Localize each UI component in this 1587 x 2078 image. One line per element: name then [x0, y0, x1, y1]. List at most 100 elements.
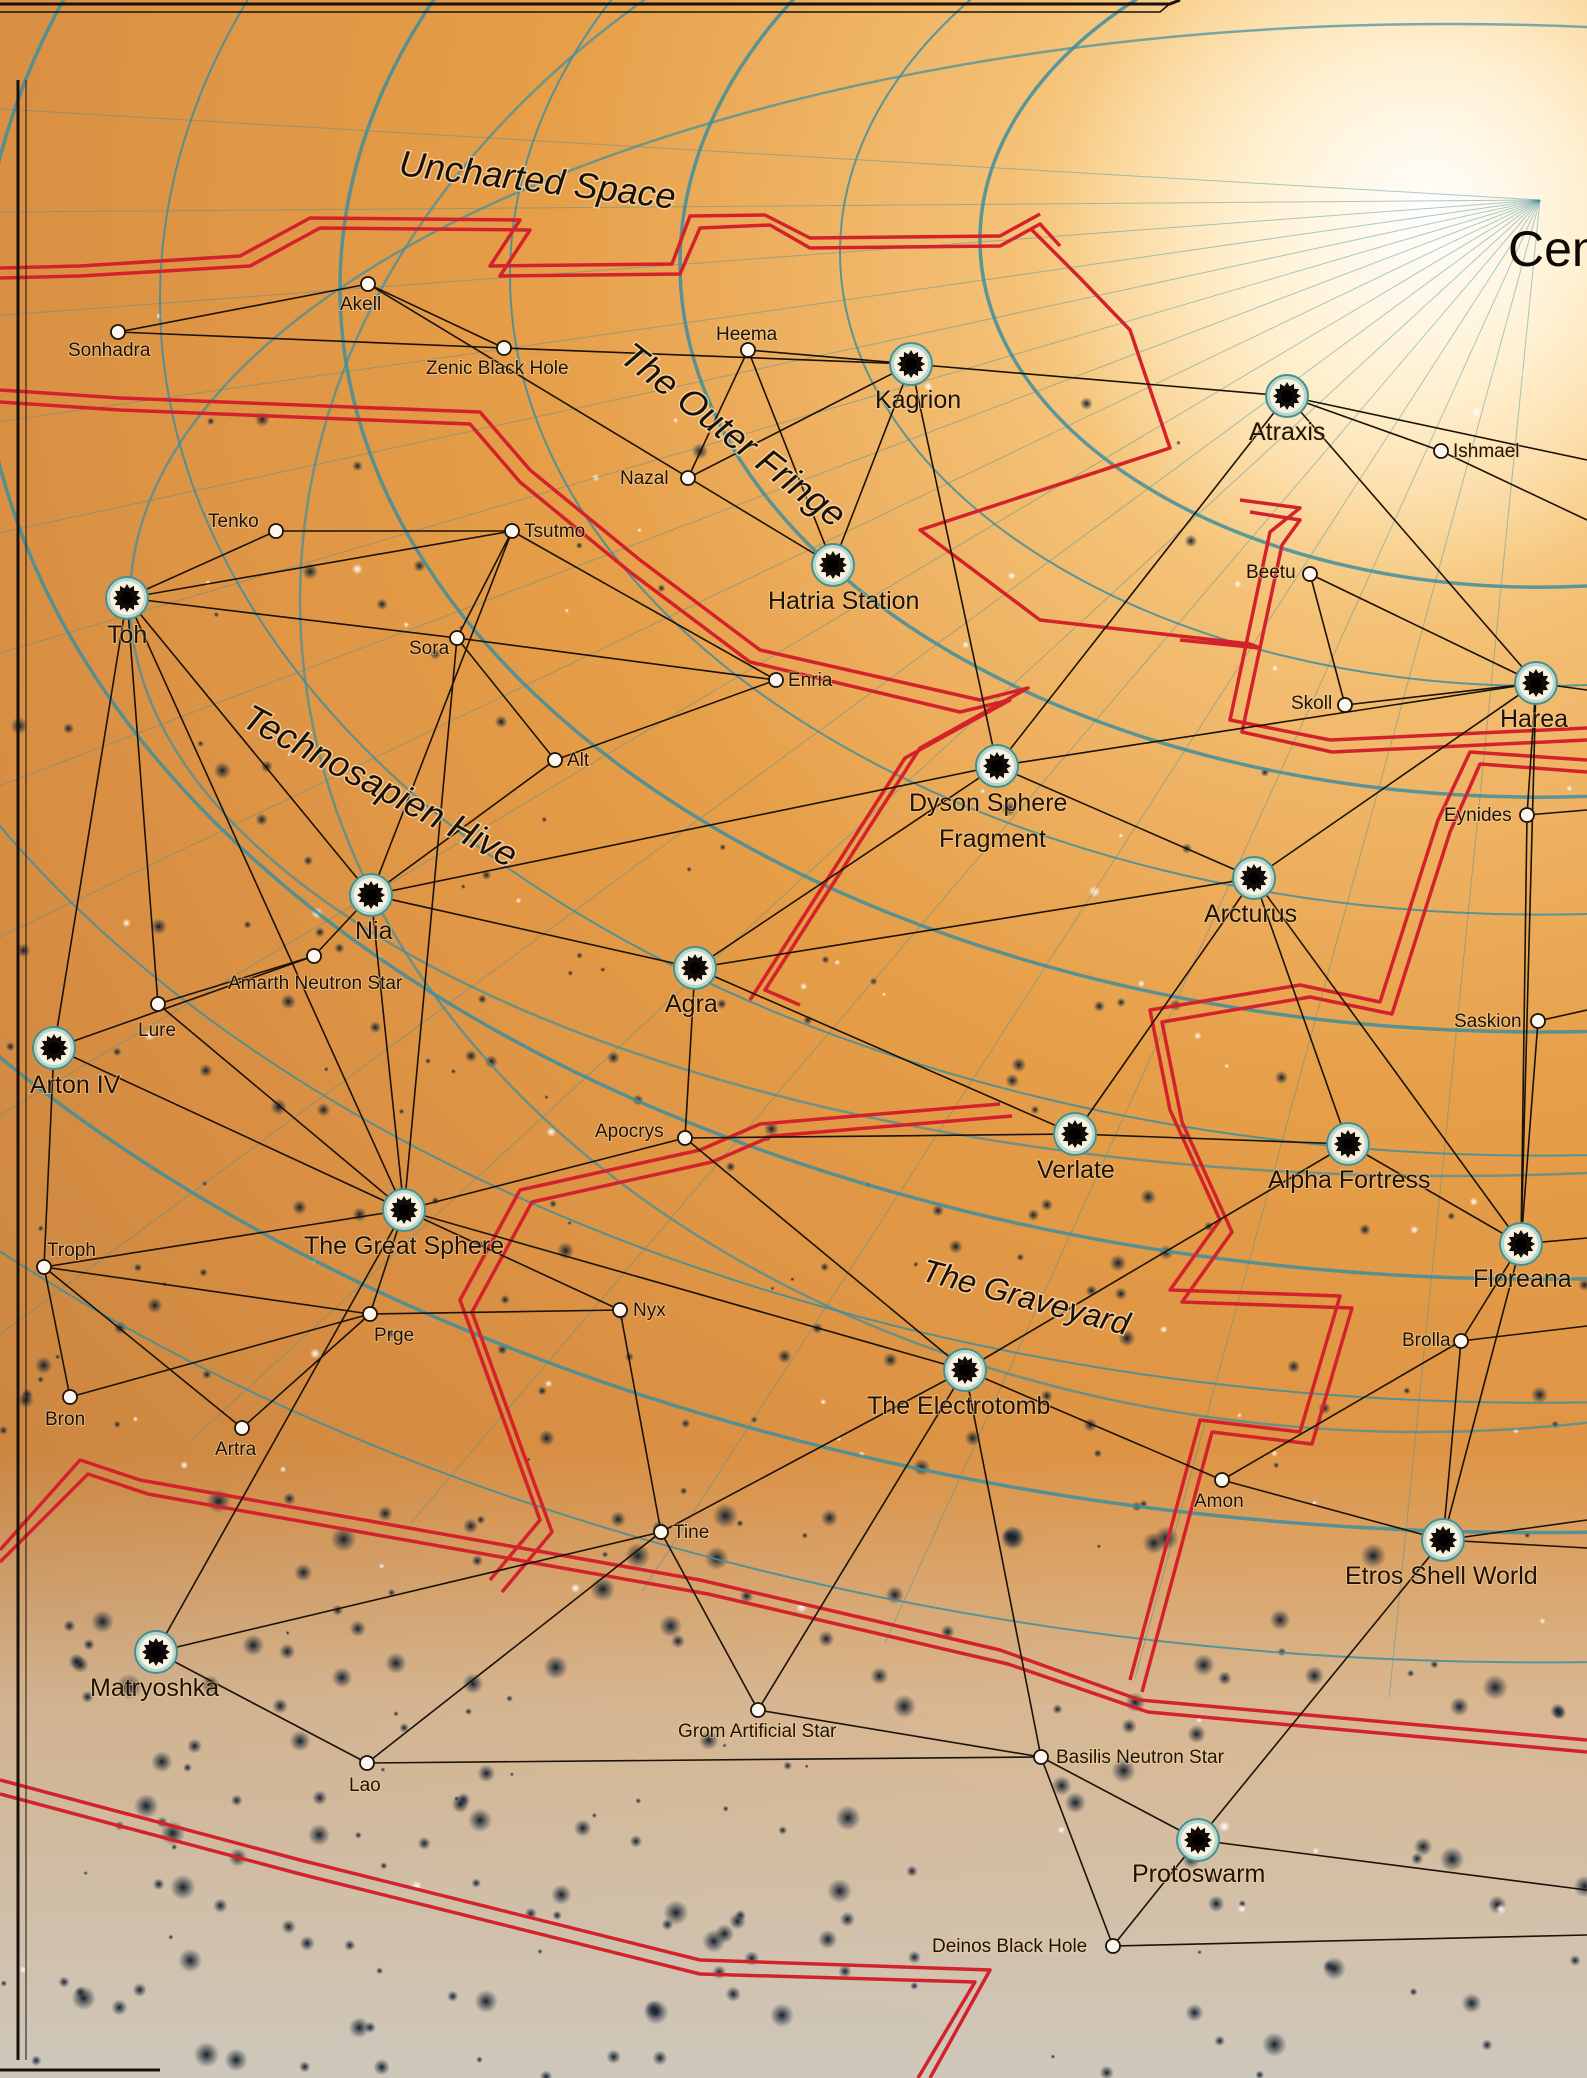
- background-star: [728, 1912, 746, 1930]
- system-agra[interactable]: Agra: [664, 946, 719, 1019]
- system-label: Heema: [716, 324, 778, 345]
- background-star: [344, 1939, 356, 1952]
- system-alphaf[interactable]: Alpha Fortress: [1267, 1122, 1432, 1195]
- background-star: [37, 1225, 44, 1232]
- system-harea[interactable]: Harea: [1499, 661, 1569, 734]
- system-matryoshka[interactable]: Matryoshka: [89, 1630, 220, 1703]
- route-line: [1040, 1756, 1199, 1841]
- background-star: [1274, 1070, 1289, 1085]
- system-heema[interactable]: Heema: [715, 323, 779, 358]
- system-nyx[interactable]: Nyx: [612, 1299, 667, 1322]
- system-verlate[interactable]: Verlate: [1036, 1112, 1116, 1185]
- background-star: [398, 1108, 405, 1115]
- background-star: [270, 1098, 287, 1116]
- circle-node-icon: [547, 752, 563, 768]
- background-star: [146, 1297, 163, 1314]
- system-atraxis[interactable]: Atraxis: [1248, 374, 1326, 447]
- circle-node-icon: [62, 1389, 78, 1405]
- system-artra[interactable]: Artra: [214, 1420, 258, 1461]
- bright-star: [1539, 1617, 1546, 1625]
- border-bottom-inner: [0, 1792, 977, 2078]
- system-arcturus[interactable]: Arcturus: [1203, 856, 1298, 929]
- background-star: [1116, 997, 1126, 1008]
- system-prge[interactable]: Prge: [362, 1306, 415, 1347]
- route-line: [155, 1531, 662, 1653]
- system-grom[interactable]: Grom Artificial Star: [677, 1702, 838, 1743]
- system-kagrion[interactable]: Kagrion: [874, 342, 962, 415]
- circle-node-icon: [504, 523, 520, 539]
- system-bron[interactable]: Bron: [44, 1389, 86, 1431]
- system-lure[interactable]: Lure: [137, 996, 177, 1042]
- system-etros[interactable]: Etros Shell World: [1344, 1518, 1539, 1591]
- system-amon[interactable]: Amon: [1193, 1472, 1245, 1513]
- background-star: [801, 1532, 808, 1539]
- border-outer-fringe: [0, 388, 1030, 1007]
- system-enria[interactable]: Enria: [768, 669, 834, 692]
- system-nia[interactable]: Nia: [349, 873, 394, 946]
- system-amarth[interactable]: Amarth Neutron Star: [227, 948, 404, 995]
- background-star: [652, 2050, 668, 2066]
- background-star: [778, 1825, 788, 1835]
- system-eynides[interactable]: Eynides: [1443, 804, 1535, 827]
- system-basilis[interactable]: Basilis Neutron Star: [1033, 1746, 1226, 1769]
- orbit-ring: [678, 0, 1587, 799]
- background-star: [1176, 440, 1181, 446]
- system-brolla[interactable]: Brolla: [1401, 1329, 1469, 1352]
- route-line: [757, 1369, 966, 1711]
- background-star: [429, 648, 441, 660]
- system-protoswarm[interactable]: Protoswarm: [1131, 1818, 1266, 1889]
- orbit-ring: [978, 0, 1587, 589]
- route-line: [370, 759, 556, 896]
- route-line: [1040, 1756, 1114, 1947]
- system-arton[interactable]: Arton IV: [29, 1026, 122, 1100]
- bright-star: [882, 992, 887, 997]
- system-zenic[interactable]: Zenic Black Hole: [425, 340, 570, 380]
- radial-grid-line: [0, 199, 1541, 316]
- background-star: [450, 1068, 457, 1075]
- bright-star: [1137, 979, 1146, 988]
- system-skoll[interactable]: Skoll: [1290, 692, 1353, 715]
- route-line: [1253, 877, 1349, 1145]
- system-lao[interactable]: Lao: [348, 1755, 382, 1797]
- system-nazal[interactable]: Nazal: [619, 467, 696, 490]
- background-star: [820, 1262, 830, 1272]
- system-electrotomb[interactable]: The Electrotomb: [866, 1348, 1051, 1421]
- system-toh[interactable]: Toh: [105, 576, 149, 650]
- system-ishmael[interactable]: Ishmael: [1433, 440, 1521, 463]
- system-greatsphere[interactable]: The Great Sphere: [303, 1188, 505, 1261]
- system-sora[interactable]: Sora: [408, 630, 465, 660]
- bright-star: [962, 641, 970, 649]
- system-label: Nia: [355, 917, 393, 945]
- system-dyson[interactable]: Dyson Sphere Fragment: [908, 744, 1068, 854]
- background-star: [352, 1207, 367, 1222]
- background-star: [133, 1793, 159, 1819]
- orbit-lines: [0, 0, 1587, 1698]
- system-troph[interactable]: Troph: [36, 1239, 97, 1275]
- system-tine[interactable]: Tine: [653, 1521, 710, 1544]
- route-line: [117, 331, 505, 349]
- system-label: The Electrotomb: [867, 1392, 1050, 1420]
- background-star: [476, 1515, 486, 1525]
- background-star: [506, 1695, 513, 1702]
- bright-star: [1271, 1450, 1278, 1457]
- system-apocrys[interactable]: Apocrys: [594, 1120, 693, 1146]
- background-star: [213, 761, 232, 780]
- system-hatria[interactable]: Hatria Station: [767, 543, 920, 616]
- route-line: [1286, 395, 1537, 684]
- route-line: [1074, 1133, 1349, 1145]
- system-saskion[interactable]: Saskion: [1453, 1010, 1546, 1033]
- border-southwest-inner: [0, 1472, 1587, 1754]
- system-beetu[interactable]: Beetu: [1245, 561, 1318, 584]
- system-floreana[interactable]: Floreana: [1472, 1222, 1573, 1294]
- system-alt[interactable]: Alt: [547, 749, 591, 772]
- circle-node-icon: [110, 324, 126, 340]
- system-akell[interactable]: Akell: [339, 276, 382, 316]
- system-label: Dyson Sphere: [909, 789, 1067, 817]
- route-line: [554, 679, 777, 761]
- bright-star: [1118, 833, 1124, 839]
- system-tsutmo[interactable]: Tsutmo: [504, 520, 586, 543]
- system-tenko[interactable]: Tenko: [207, 510, 284, 539]
- system-sonhadra[interactable]: Sonhadra: [67, 324, 152, 362]
- background-star: [255, 813, 269, 826]
- system-deinos[interactable]: Deinos Black Hole: [931, 1935, 1121, 1958]
